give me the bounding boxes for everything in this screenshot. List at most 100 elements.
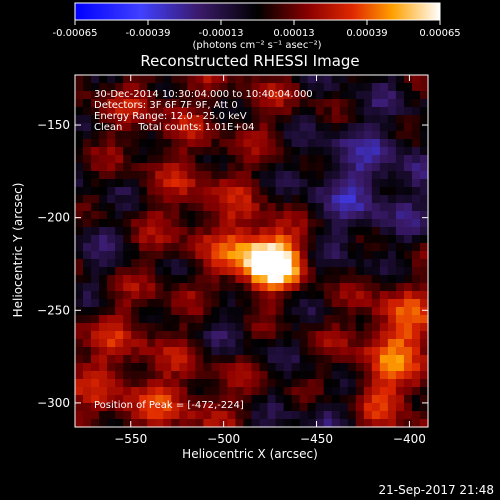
heatmap-cell (355, 115, 365, 124)
heatmap-cell (91, 195, 100, 204)
heatmap-cell (99, 139, 108, 148)
heatmap-cell (147, 307, 156, 316)
heatmap-cell (163, 171, 172, 180)
heatmap-cell (107, 115, 116, 124)
heatmap-cell (339, 75, 349, 84)
heatmap-cell (187, 379, 196, 388)
heatmap-cell (323, 115, 333, 124)
heatmap-cell (275, 291, 285, 300)
heatmap-cell (219, 411, 229, 420)
heatmap-cell (107, 299, 116, 308)
heatmap-cell (147, 275, 156, 284)
heatmap-cell (299, 131, 309, 140)
heatmap-cell (203, 315, 212, 324)
heatmap-cell (323, 339, 333, 348)
heatmap-cell (419, 179, 429, 188)
heatmap-cell (291, 299, 301, 308)
heatmap-cell (339, 107, 349, 116)
heatmap-cell (211, 251, 221, 260)
heatmap-cell (187, 187, 196, 196)
heatmap-cell (395, 403, 405, 412)
heatmap-cell (283, 379, 293, 388)
heatmap-cell (147, 195, 156, 204)
heatmap-cell (219, 379, 229, 388)
heatmap-cell (203, 163, 212, 172)
heatmap-cell (139, 419, 148, 428)
heatmap-cell (235, 283, 245, 292)
heatmap-cell (179, 195, 188, 204)
heatmap-cell (211, 331, 221, 340)
heatmap-cell (267, 147, 277, 156)
heatmap-cell (347, 131, 357, 140)
heatmap-cell (419, 171, 429, 180)
heatmap-cell (323, 155, 333, 164)
heatmap-cell (387, 307, 397, 316)
heatmap-cell (235, 299, 245, 308)
heatmap-cell (243, 339, 253, 348)
heatmap-cell (267, 243, 277, 252)
heatmap-cell (355, 339, 365, 348)
heatmap-cell (275, 155, 285, 164)
heatmap-cell (227, 115, 237, 124)
heatmap-cell (403, 395, 413, 404)
heatmap-cell (355, 123, 365, 132)
heatmap-cell (315, 99, 325, 108)
heatmap-cell (283, 411, 293, 420)
heatmap-cell (307, 187, 317, 196)
heatmap-cell (355, 99, 365, 108)
heatmap-cell (323, 91, 333, 100)
heatmap-cell (83, 75, 92, 84)
heatmap-cell (123, 155, 132, 164)
heatmap-cell (179, 411, 188, 420)
heatmap-cell (251, 323, 261, 332)
heatmap-cell (379, 243, 389, 252)
heatmap-cell (195, 99, 204, 108)
heatmap-cell (123, 275, 132, 284)
heatmap-cell (243, 307, 253, 316)
heatmap-cell (299, 211, 309, 220)
heatmap-cell (123, 107, 132, 116)
heatmap-cell (131, 123, 140, 132)
heatmap-cell (243, 299, 253, 308)
heatmap-cell (291, 195, 301, 204)
heatmap-cell (259, 123, 269, 132)
heatmap-cell (99, 283, 108, 292)
heatmap-cell (259, 131, 269, 140)
heatmap-cell (291, 395, 301, 404)
heatmap-cell (267, 299, 277, 308)
heatmap-cell (371, 411, 381, 420)
heatmap-cell (115, 355, 124, 364)
heatmap-cell (323, 75, 333, 84)
heatmap-cell (99, 339, 108, 348)
heatmap-cell (395, 123, 405, 132)
heatmap-cell (131, 131, 140, 140)
heatmap-cell (227, 107, 237, 116)
heatmap-cell (243, 291, 253, 300)
heatmap-cell (323, 131, 333, 140)
heatmap-cell (123, 123, 132, 132)
heatmap-cell (259, 411, 269, 420)
heatmap-cell (163, 323, 172, 332)
heatmap-cell (307, 203, 317, 212)
heatmap-cell (211, 227, 221, 236)
heatmap-cell (219, 323, 229, 332)
heatmap-cell (227, 171, 237, 180)
heatmap-cell (267, 411, 277, 420)
heatmap-cell (115, 219, 124, 228)
heatmap-cell (131, 323, 140, 332)
heatmap-cell (395, 411, 405, 420)
heatmap-cell (323, 195, 333, 204)
heatmap-cell (123, 115, 132, 124)
heatmap-cell (307, 155, 317, 164)
heatmap-cell (163, 291, 172, 300)
heatmap-cell (363, 363, 373, 372)
heatmap-cell (107, 195, 116, 204)
heatmap-cell (315, 107, 325, 116)
heatmap-cell (131, 259, 140, 268)
heatmap-cell (259, 331, 269, 340)
heatmap-cell (147, 323, 156, 332)
heatmap-cell (299, 227, 309, 236)
heatmap-cell (371, 347, 381, 356)
heatmap-cell (315, 251, 325, 260)
heatmap-cell (291, 243, 301, 252)
